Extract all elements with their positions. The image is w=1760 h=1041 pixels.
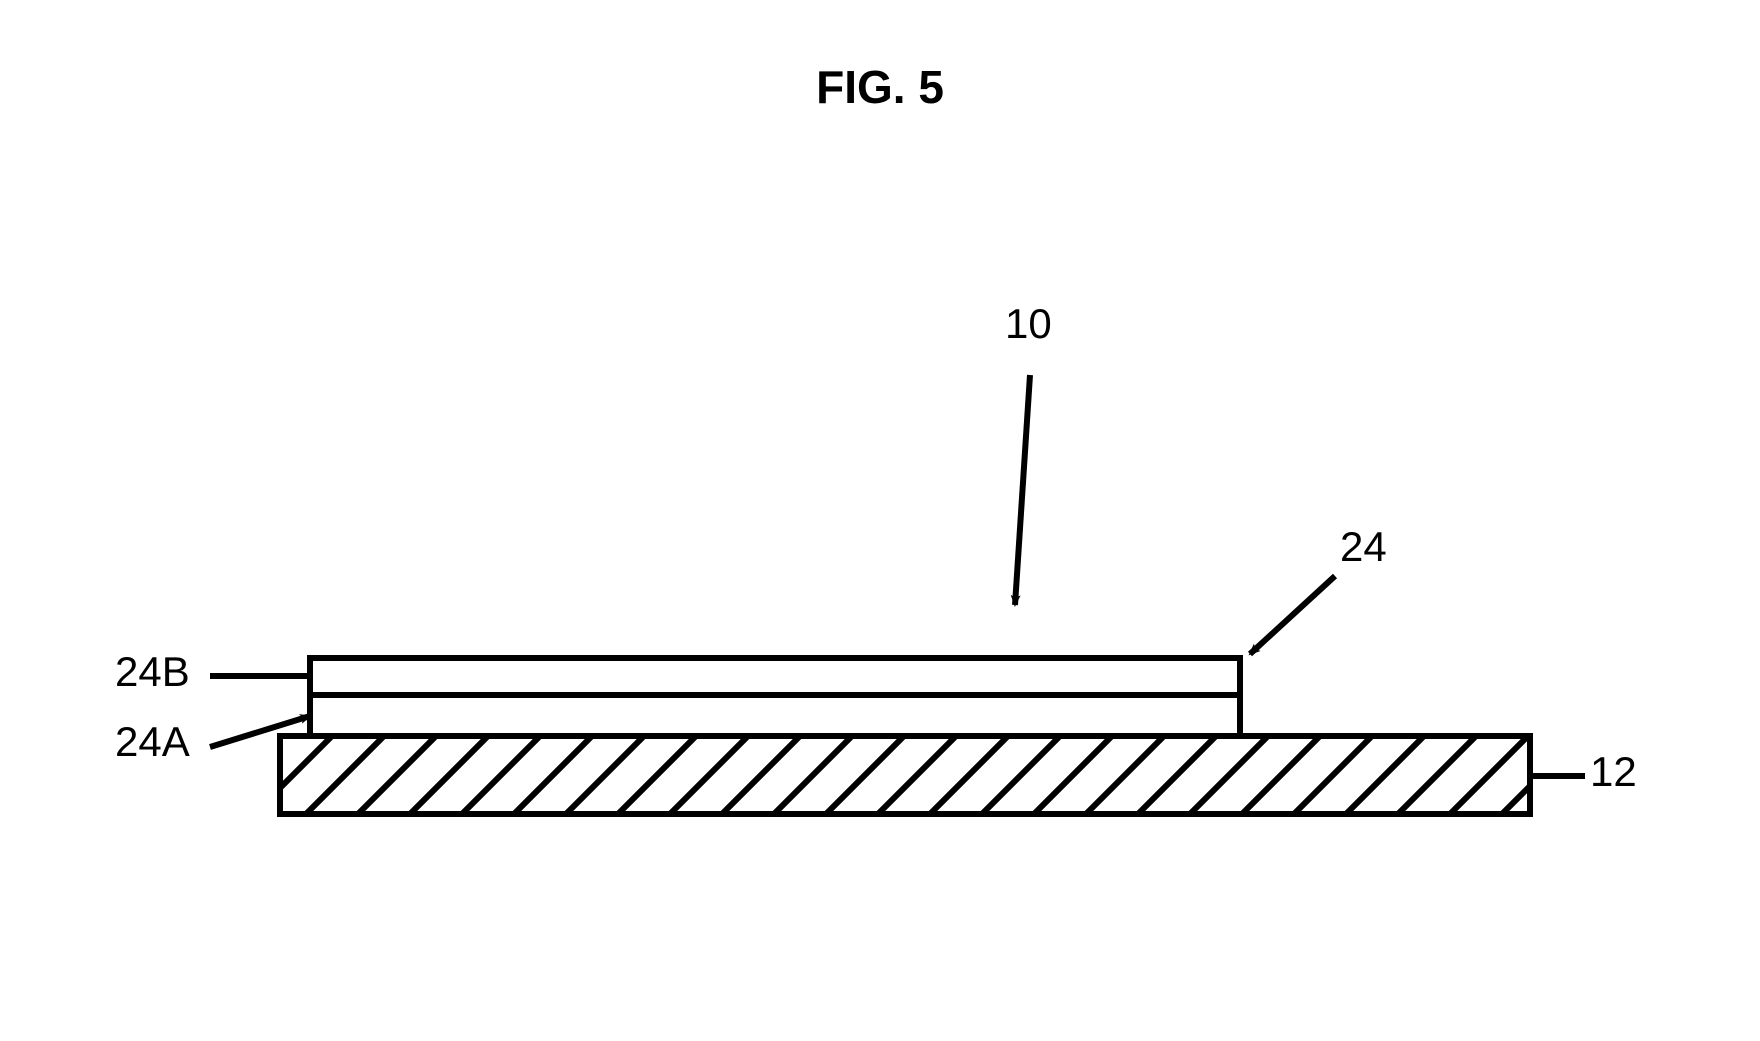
label-24a: 24A — [115, 718, 190, 766]
label-24b: 24B — [115, 648, 190, 696]
substrate-12 — [280, 736, 1530, 814]
label-10: 10 — [1005, 300, 1052, 348]
figure-title: FIG. 5 — [816, 60, 944, 114]
layer-24b — [310, 658, 1240, 695]
layer-24a — [310, 695, 1240, 736]
label-24: 24 — [1340, 523, 1387, 571]
callout-10-arrow — [1015, 375, 1030, 605]
label-12: 12 — [1590, 748, 1637, 796]
callout-24-arrow — [1250, 576, 1335, 654]
figure-svg — [0, 0, 1760, 1041]
